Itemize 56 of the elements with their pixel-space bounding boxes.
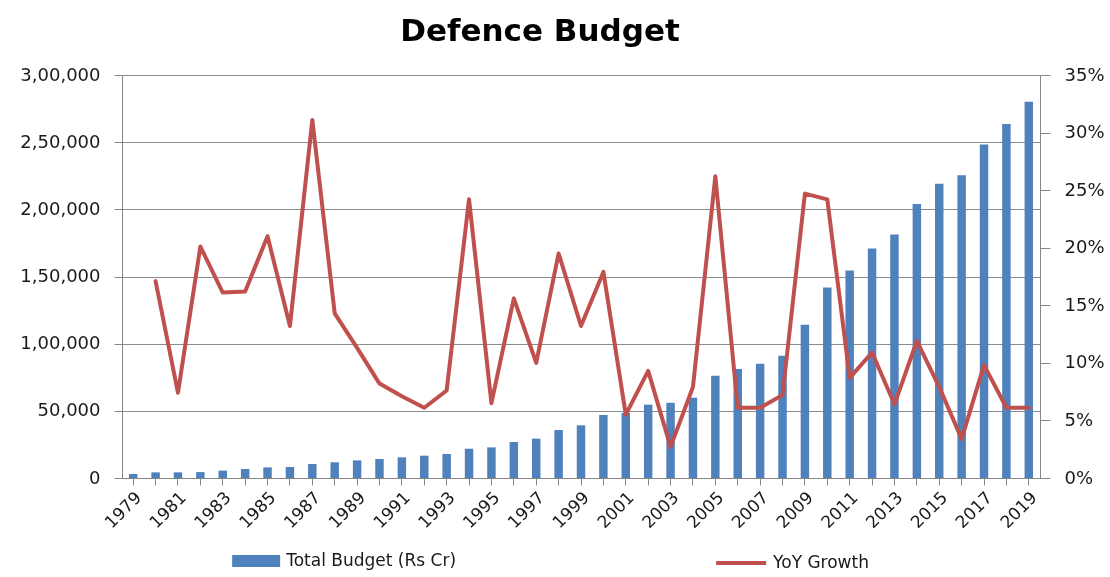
bar xyxy=(845,270,854,478)
bar xyxy=(263,467,272,478)
bar xyxy=(867,248,877,478)
bar xyxy=(800,324,810,478)
bar xyxy=(1002,123,1011,478)
y2-tick-label: 25% xyxy=(1064,178,1105,200)
y2-tick-label: 15% xyxy=(1064,293,1105,315)
bar xyxy=(935,183,944,478)
bar xyxy=(375,459,384,478)
bar xyxy=(621,412,631,478)
chart-title: Defence Budget xyxy=(400,12,680,48)
bar xyxy=(442,453,451,478)
bar xyxy=(240,469,250,478)
legend-label: Total Budget (Rs Cr) xyxy=(285,550,457,570)
bar xyxy=(352,460,362,478)
y-tick-label: 1,00,000 xyxy=(20,332,101,354)
bar xyxy=(711,375,720,478)
bar xyxy=(151,472,160,478)
bar xyxy=(576,425,586,478)
bar xyxy=(688,397,698,478)
bar xyxy=(531,438,541,478)
y2-tick-label: 30% xyxy=(1064,121,1105,143)
y-tick-label: 2,50,000 xyxy=(20,130,101,152)
bar xyxy=(643,404,653,478)
bar xyxy=(979,144,989,478)
y2-tick-label: 5% xyxy=(1064,408,1094,430)
y-tick-label: 3,00,000 xyxy=(20,63,101,85)
bar xyxy=(487,447,496,478)
bar xyxy=(464,448,474,478)
bar xyxy=(890,234,899,478)
bar xyxy=(509,442,519,478)
y2-tick-label: 20% xyxy=(1064,236,1105,258)
bar xyxy=(330,462,339,478)
bar xyxy=(1024,101,1034,478)
y-tick-label: 50,000 xyxy=(37,399,101,421)
y2-tick-label: 35% xyxy=(1064,63,1105,85)
bar xyxy=(755,363,765,478)
bar xyxy=(823,287,832,478)
y2-tick-label: 10% xyxy=(1064,351,1105,373)
y-tick-label: 2,00,000 xyxy=(20,197,101,219)
bar xyxy=(173,472,183,478)
bar xyxy=(196,472,205,478)
y-tick-label: 0 xyxy=(89,466,101,488)
bar xyxy=(308,464,317,478)
bar xyxy=(128,473,138,478)
bar xyxy=(599,415,608,478)
y-tick-label: 1,50,000 xyxy=(20,265,101,286)
line-series xyxy=(153,117,1031,449)
bar xyxy=(912,204,922,478)
legend-label: YoY Growth xyxy=(772,552,869,572)
bar xyxy=(285,466,295,478)
bar xyxy=(957,175,966,478)
bar xyxy=(554,430,563,478)
y2-tick-label: 0% xyxy=(1064,466,1094,488)
bar xyxy=(397,457,407,478)
bar xyxy=(420,455,429,478)
